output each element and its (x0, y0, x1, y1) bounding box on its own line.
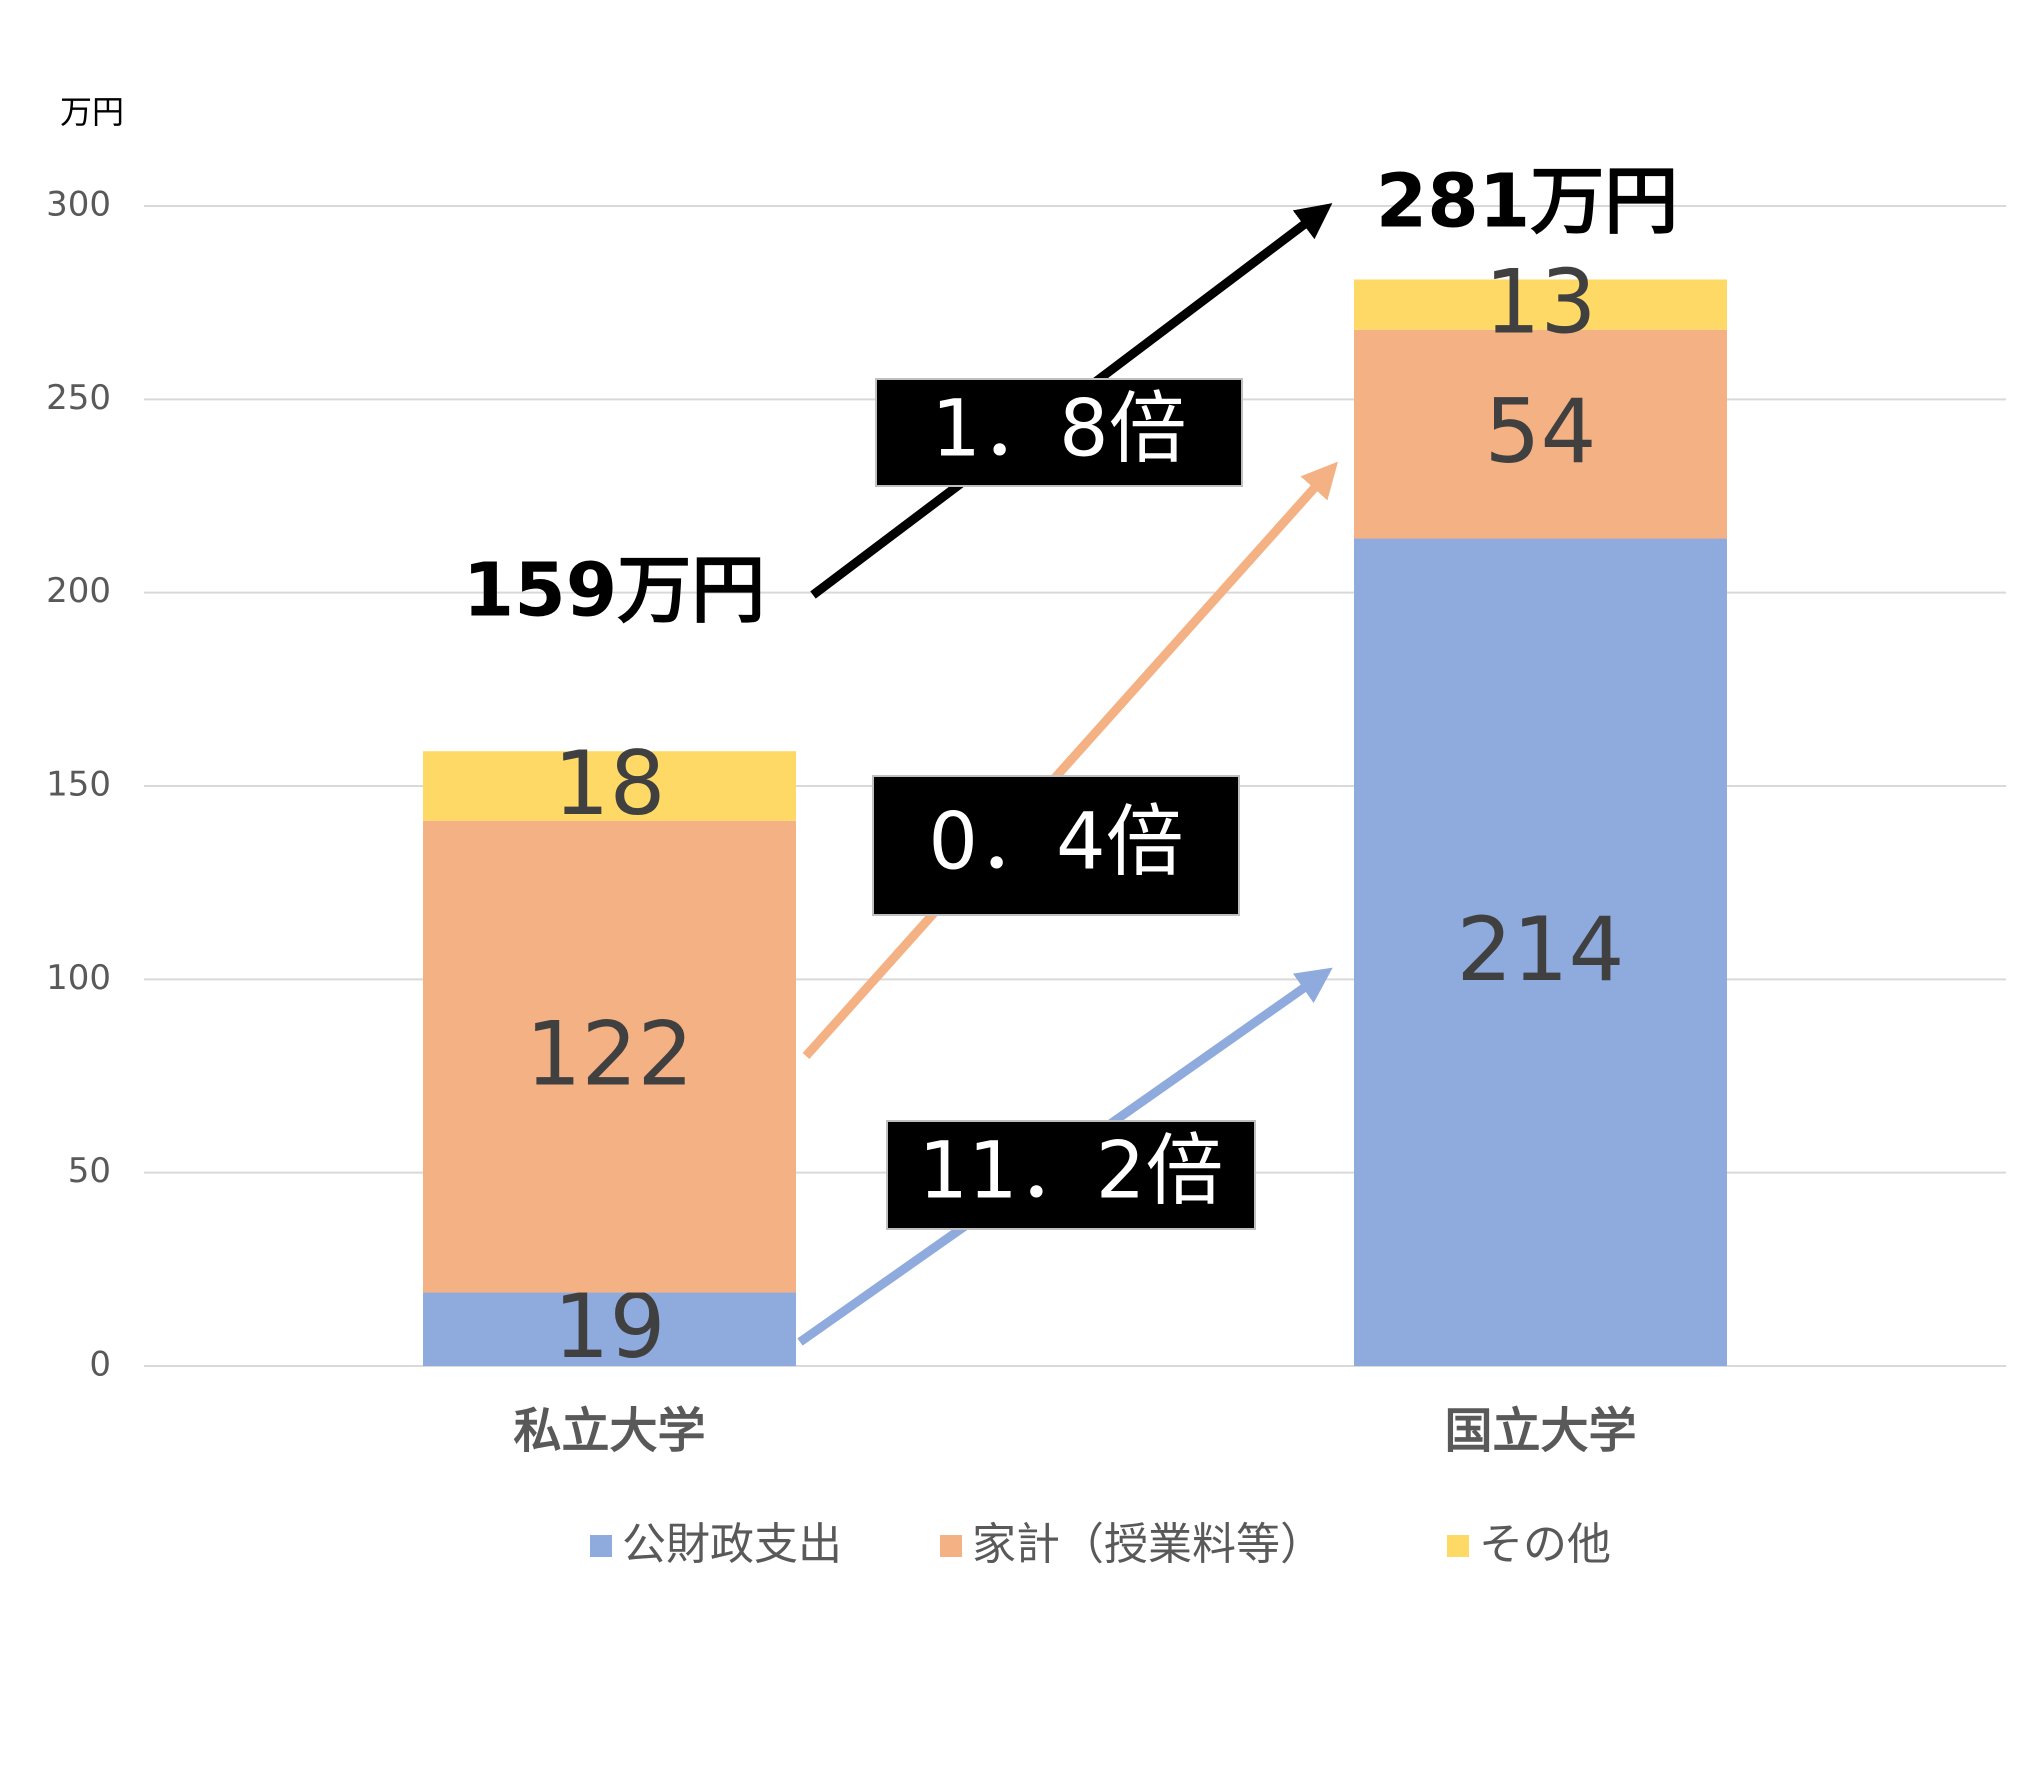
bar-segment (423, 1292, 796, 1366)
legend-label: その他 (1479, 1519, 1611, 1570)
y-tick-label: 0 (89, 1345, 111, 1385)
ratio-box (886, 1120, 1256, 1230)
total-label: 281万円 (1376, 159, 1678, 245)
x-tick-label: 私立大学 (513, 1403, 705, 1459)
y-tick-label: 150 (46, 765, 111, 805)
total-label: 159万円 (463, 548, 765, 634)
ratio-box (872, 775, 1240, 916)
legend-swatch (940, 1535, 962, 1557)
bar-segment (1354, 538, 1727, 1366)
arrow (802, 461, 1339, 1060)
bar-segment (423, 820, 796, 1293)
y-tick-label: 250 (46, 378, 111, 418)
y-tick-label: 100 (46, 958, 111, 998)
legend-label: 家計（授業料等） (972, 1519, 1324, 1570)
ratio-box (875, 378, 1243, 487)
legend-swatch (590, 1535, 612, 1557)
ratio-label: 11．2倍 (919, 1126, 1224, 1216)
y-tick-label: 200 (46, 571, 111, 611)
legend-label: 公財政支出 (622, 1519, 842, 1570)
bar-segment (1354, 279, 1727, 330)
y-axis-unit: 万円 (60, 93, 124, 131)
ratio-label: 0．4倍 (928, 797, 1183, 887)
y-tick-label: 50 (68, 1151, 111, 1191)
x-tick-label: 国立大学 (1444, 1403, 1636, 1459)
bar-segment (423, 751, 796, 821)
data-label: 54 (1485, 380, 1597, 483)
bar-segment (1354, 329, 1727, 539)
data-label: 13 (1485, 251, 1597, 354)
legend: 公財政支出 家計（授業料等） その他 (590, 1519, 1611, 1570)
legend-swatch (1447, 1535, 1469, 1557)
y-tick-label: 300 (46, 185, 111, 225)
ratio-label: 1．8倍 (931, 384, 1186, 474)
data-label: 122 (526, 1003, 694, 1106)
data-label: 18 (554, 732, 666, 835)
data-label: 214 (1457, 898, 1625, 1001)
